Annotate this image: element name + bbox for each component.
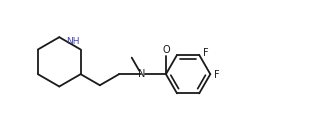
Text: F: F bbox=[214, 70, 220, 80]
Text: O: O bbox=[162, 45, 170, 55]
Text: F: F bbox=[203, 48, 209, 58]
Text: NH: NH bbox=[66, 37, 80, 46]
Text: N: N bbox=[137, 69, 145, 79]
